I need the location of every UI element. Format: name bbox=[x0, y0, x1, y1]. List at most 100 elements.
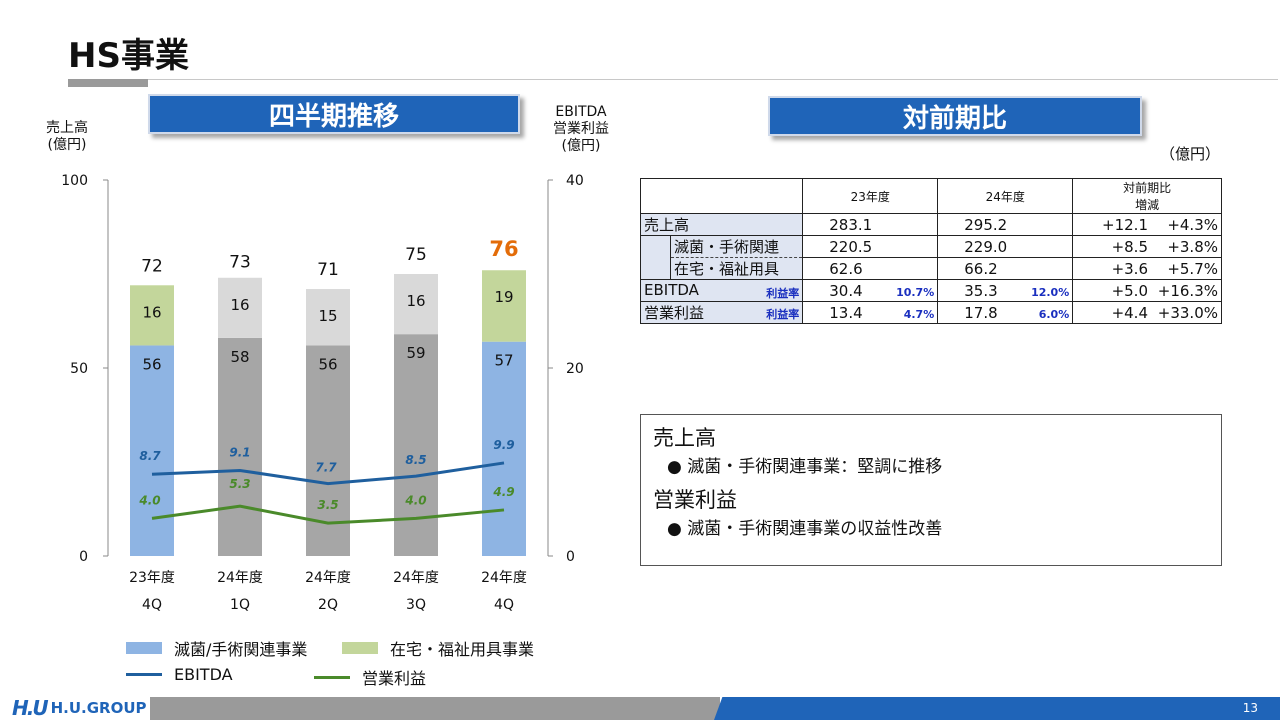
row-prev-value: 283.1 bbox=[829, 215, 873, 234]
table-row: 滅菌・手術関連 220.5 229.0 +8.5 +3.8% bbox=[640, 235, 1222, 258]
left-axis-caption: 売上高 (億円) bbox=[46, 120, 88, 153]
notes-profit-bullet-text: 滅菌・手術関連事業の収益性改善 bbox=[687, 519, 943, 539]
footer-gray-band bbox=[150, 697, 720, 720]
category-label-line1: 24年度 bbox=[481, 570, 527, 586]
row-prev-rate: 4.7% bbox=[903, 307, 935, 321]
bar-seg2-label: 16 bbox=[230, 296, 249, 314]
row-prev-rate: 10.7% bbox=[896, 285, 935, 299]
brand-mark: H.U bbox=[12, 696, 49, 720]
notes-profit-heading: 営業利益 bbox=[653, 488, 737, 512]
op-point-label: 4.9 bbox=[492, 485, 514, 499]
category-label-line2: 2Q bbox=[318, 597, 338, 613]
op-point-label: 3.5 bbox=[317, 498, 338, 512]
op-line bbox=[151, 504, 505, 525]
row-curr-value: 66.2 bbox=[964, 259, 998, 278]
row-label-text: EBITDA bbox=[644, 280, 699, 299]
bar-seg1-label: 58 bbox=[230, 348, 249, 366]
legend-seg1-label: 滅菌/手術関連事業 bbox=[174, 640, 308, 659]
table-row: 売上高 283.1 295.2 +12.1 +4.3% bbox=[639, 213, 1222, 236]
table-row: EBITDA 利益率 30.4 10.7% 35.3 12.0% +5.0 +16.3% bbox=[639, 279, 1222, 302]
category-label-line1: 24年度 bbox=[217, 570, 263, 586]
bar-seg1 bbox=[482, 341, 526, 556]
header-diff: 対前期比 増減 bbox=[1072, 178, 1222, 214]
row-curr-rate: 12.0% bbox=[1031, 285, 1070, 299]
legend-op: 営業利益 bbox=[314, 665, 426, 689]
row-diff-pct: +5.7% bbox=[1167, 259, 1218, 278]
row-curr: 17.8 6.0% bbox=[937, 301, 1074, 324]
title-rule-accent bbox=[68, 79, 148, 87]
bar-seg1-label: 56 bbox=[318, 355, 337, 373]
row-curr-value: 17.8 bbox=[964, 303, 998, 322]
notes-box: 売上高 ● 滅菌・手術関連事業：堅調に推移 営業利益 ● 滅菌・手術関連事業の収… bbox=[640, 414, 1222, 566]
row-curr: 35.3 12.0% bbox=[937, 279, 1074, 302]
bar-total-label: 73 bbox=[229, 253, 251, 273]
row-diff: +8.5 +3.8% bbox=[1072, 235, 1222, 258]
row-curr: 295.2 bbox=[937, 213, 1074, 236]
row-diff: +4.4 +33.0% bbox=[1072, 301, 1222, 324]
category-label-line1: 23年度 bbox=[129, 570, 175, 586]
row-indent bbox=[640, 257, 671, 280]
row-diff-value: +3.6 bbox=[1111, 259, 1148, 278]
row-prev: 220.5 bbox=[802, 235, 939, 258]
notes-profit-bullet: ● 滅菌・手術関連事業の収益性改善 bbox=[667, 519, 943, 539]
row-prev: 13.4 4.7% bbox=[802, 301, 939, 324]
bar-seg1-label: 56 bbox=[142, 355, 161, 373]
op-point-label: 4.0 bbox=[404, 493, 426, 507]
bar-seg2 bbox=[130, 285, 174, 346]
right-tick-label: 0 bbox=[566, 549, 575, 565]
notes-sales-bullet: ● 滅菌・手術関連事業：堅調に推移 bbox=[667, 457, 943, 477]
row-label: 営業利益 利益率 bbox=[639, 301, 804, 324]
row-diff-value: +5.0 bbox=[1111, 281, 1148, 300]
left-tick-label: 0 bbox=[79, 549, 88, 565]
row-label-text: 営業利益 bbox=[644, 304, 705, 322]
row-label: 在宅・福祉用具 bbox=[669, 257, 804, 280]
bar-seg2-label: 16 bbox=[406, 292, 425, 310]
page-number: 13 bbox=[1242, 701, 1258, 715]
bar-seg2 bbox=[482, 270, 526, 342]
bar-seg2 bbox=[218, 277, 262, 338]
bar-seg1-label: 57 bbox=[494, 352, 513, 370]
category-label-line1: 24年度 bbox=[393, 570, 439, 586]
bar-seg1 bbox=[218, 337, 262, 556]
ebitda-line bbox=[151, 461, 505, 486]
row-label: EBITDA 利益率 bbox=[639, 279, 804, 302]
notes-sales-bullet-text: 滅菌・手術関連事業：堅調に推移 bbox=[687, 457, 943, 477]
legend-op-label: 営業利益 bbox=[362, 669, 427, 688]
legend-ebitda-label: EBITDA bbox=[174, 665, 233, 684]
row-curr-value: 295.2 bbox=[964, 215, 1008, 234]
ebitda-point-label: 7.7 bbox=[315, 461, 337, 475]
row-prev-value: 220.5 bbox=[829, 237, 873, 256]
row-diff-pct: +16.3% bbox=[1157, 281, 1218, 300]
row-diff-value: +4.4 bbox=[1111, 303, 1148, 322]
category-label-line1: 24年度 bbox=[305, 570, 351, 586]
row-rate-label: 利益率 bbox=[766, 308, 800, 321]
quarterly-chart: 0 50 100 0 20 40 56 16 72 23年度 4Q 58 16 73 24年度 1Q 56 15 7… bbox=[61, 173, 584, 613]
row-diff-value: +8.5 bbox=[1111, 237, 1148, 256]
category-label-line2: 4Q bbox=[142, 597, 162, 613]
bar-total-label: 72 bbox=[141, 256, 163, 276]
page-title: HS事業 bbox=[68, 36, 189, 76]
row-prev-value: 62.6 bbox=[829, 259, 863, 278]
bar-seg1 bbox=[394, 334, 438, 556]
table-row: 在宅・福祉用具 62.6 66.2 +3.6 +5.7% bbox=[640, 257, 1222, 280]
legend-ebitda: EBITDA bbox=[126, 665, 233, 684]
right-tick-label: 40 bbox=[566, 173, 584, 189]
row-diff: +12.1 +4.3% bbox=[1072, 213, 1222, 236]
category-label-line2: 1Q bbox=[230, 597, 250, 613]
row-diff-value: +12.1 bbox=[1102, 215, 1148, 234]
bar-seg1-label: 59 bbox=[406, 344, 425, 362]
left-tick-label: 50 bbox=[70, 361, 88, 377]
brand-logo: H.U H.U.GROUP bbox=[12, 696, 147, 720]
header-prev: 23年度 bbox=[802, 178, 939, 214]
ebitda-point-label: 9.9 bbox=[493, 438, 514, 452]
row-prev-value: 13.4 bbox=[829, 303, 863, 322]
legend-op-line bbox=[314, 675, 350, 679]
op-point-label: 4.0 bbox=[138, 493, 160, 507]
header-blank bbox=[639, 178, 804, 214]
row-rate-label: 利益率 bbox=[766, 286, 800, 300]
legend-seg2-label: 在宅・福祉用具事業 bbox=[390, 640, 535, 659]
bar-seg2-label: 19 bbox=[494, 288, 513, 306]
row-label-text: 売上高 bbox=[644, 216, 690, 234]
bar-seg2-label: 16 bbox=[142, 303, 161, 321]
right-axis-caption: EBITDA 営業利益 (億円) bbox=[553, 104, 609, 154]
